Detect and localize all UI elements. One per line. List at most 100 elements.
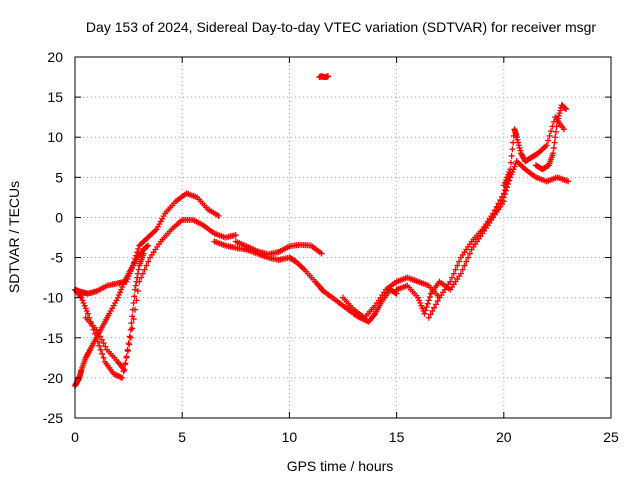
data-point bbox=[508, 152, 515, 159]
y-tick-label: -5 bbox=[51, 250, 64, 266]
data-point bbox=[141, 266, 148, 273]
data-point bbox=[121, 366, 128, 373]
data-point bbox=[501, 191, 508, 198]
data-point bbox=[135, 245, 142, 252]
data-point bbox=[431, 304, 438, 311]
data-point bbox=[129, 306, 136, 313]
x-tick-label: 25 bbox=[603, 429, 619, 445]
data-point bbox=[132, 282, 139, 289]
data-point bbox=[79, 297, 86, 304]
data-point bbox=[418, 302, 425, 309]
data-point bbox=[132, 286, 139, 293]
data-point bbox=[557, 107, 564, 114]
data-point bbox=[506, 177, 513, 184]
data-point bbox=[513, 134, 520, 141]
data-point bbox=[545, 137, 552, 144]
data-point bbox=[515, 139, 522, 146]
data-point bbox=[86, 348, 93, 355]
data-point bbox=[117, 289, 124, 296]
data-point bbox=[119, 283, 126, 290]
data-point bbox=[425, 314, 432, 321]
y-tick-label: 20 bbox=[47, 49, 63, 65]
data-point bbox=[96, 342, 103, 349]
data-point bbox=[120, 281, 127, 288]
data-point bbox=[497, 201, 504, 208]
data-point bbox=[500, 194, 507, 201]
data-point bbox=[415, 294, 422, 301]
data-point bbox=[129, 313, 136, 320]
data-point bbox=[130, 300, 137, 307]
data-point bbox=[452, 266, 459, 273]
series-trace-10 bbox=[425, 170, 514, 321]
y-tick-label: -25 bbox=[43, 410, 63, 426]
data-point bbox=[416, 297, 423, 304]
data-point bbox=[419, 305, 426, 312]
data-point bbox=[510, 139, 517, 146]
data-point bbox=[465, 254, 472, 261]
data-point bbox=[232, 232, 239, 239]
data-point bbox=[122, 360, 129, 367]
data-point bbox=[515, 142, 522, 149]
data-point bbox=[102, 343, 109, 350]
data-point bbox=[516, 144, 523, 151]
series-trace-7 bbox=[318, 286, 400, 325]
data-point bbox=[504, 184, 511, 191]
data-point bbox=[450, 270, 457, 277]
tick-labels: 0 5 10 15 20 25 -25 -20 -15 -10 -5 0 5 10 15 20 bbox=[43, 49, 619, 445]
data-point bbox=[555, 112, 562, 119]
data-point bbox=[417, 300, 424, 307]
data-point bbox=[517, 147, 524, 154]
data-point bbox=[502, 187, 509, 194]
data-point bbox=[501, 179, 508, 186]
data-point bbox=[134, 274, 141, 281]
data-point bbox=[133, 278, 140, 285]
data-point bbox=[128, 320, 135, 327]
data-point bbox=[123, 353, 130, 360]
axis-ticks bbox=[74, 56, 612, 419]
data-point bbox=[144, 242, 151, 249]
data-point bbox=[126, 333, 133, 340]
series-trace-6 bbox=[232, 238, 325, 258]
data-point bbox=[139, 270, 146, 277]
data-point bbox=[143, 262, 150, 269]
chart-title: Day 153 of 2024, Sidereal Day-to-day VTE… bbox=[86, 19, 596, 35]
data-point bbox=[318, 250, 325, 257]
data-point bbox=[97, 333, 104, 340]
data-point bbox=[215, 212, 222, 219]
x-axis-title: GPS time / hours bbox=[287, 458, 394, 474]
series bbox=[72, 73, 572, 389]
series-trace-12 bbox=[500, 114, 567, 189]
data-point bbox=[429, 308, 436, 315]
data-point bbox=[505, 171, 512, 178]
series-trace-11 bbox=[490, 158, 572, 221]
data-point bbox=[514, 136, 521, 143]
data-point bbox=[124, 346, 131, 353]
x-tick-label: 5 bbox=[178, 429, 186, 445]
data-point bbox=[424, 300, 431, 307]
data-point bbox=[432, 301, 439, 308]
data-point bbox=[140, 250, 147, 257]
data-point bbox=[421, 310, 428, 317]
data-point bbox=[493, 207, 500, 214]
data-point bbox=[454, 262, 461, 269]
data-point bbox=[114, 294, 121, 301]
data-point bbox=[81, 302, 88, 309]
data-point bbox=[427, 311, 434, 318]
series-outlier bbox=[316, 73, 331, 81]
x-tick-label: 20 bbox=[496, 429, 512, 445]
data-point bbox=[119, 374, 126, 381]
x-tick-label: 15 bbox=[389, 429, 405, 445]
data-point bbox=[502, 177, 509, 184]
data-point bbox=[95, 330, 102, 337]
data-point bbox=[554, 118, 561, 125]
data-point bbox=[504, 174, 511, 181]
data-point bbox=[511, 163, 518, 170]
data-point bbox=[490, 214, 497, 221]
y-tick-label: 10 bbox=[47, 129, 63, 145]
data-point bbox=[425, 297, 432, 304]
data-point bbox=[84, 310, 91, 317]
data-point bbox=[550, 144, 557, 151]
data-point bbox=[457, 270, 464, 277]
data-point bbox=[459, 266, 466, 273]
